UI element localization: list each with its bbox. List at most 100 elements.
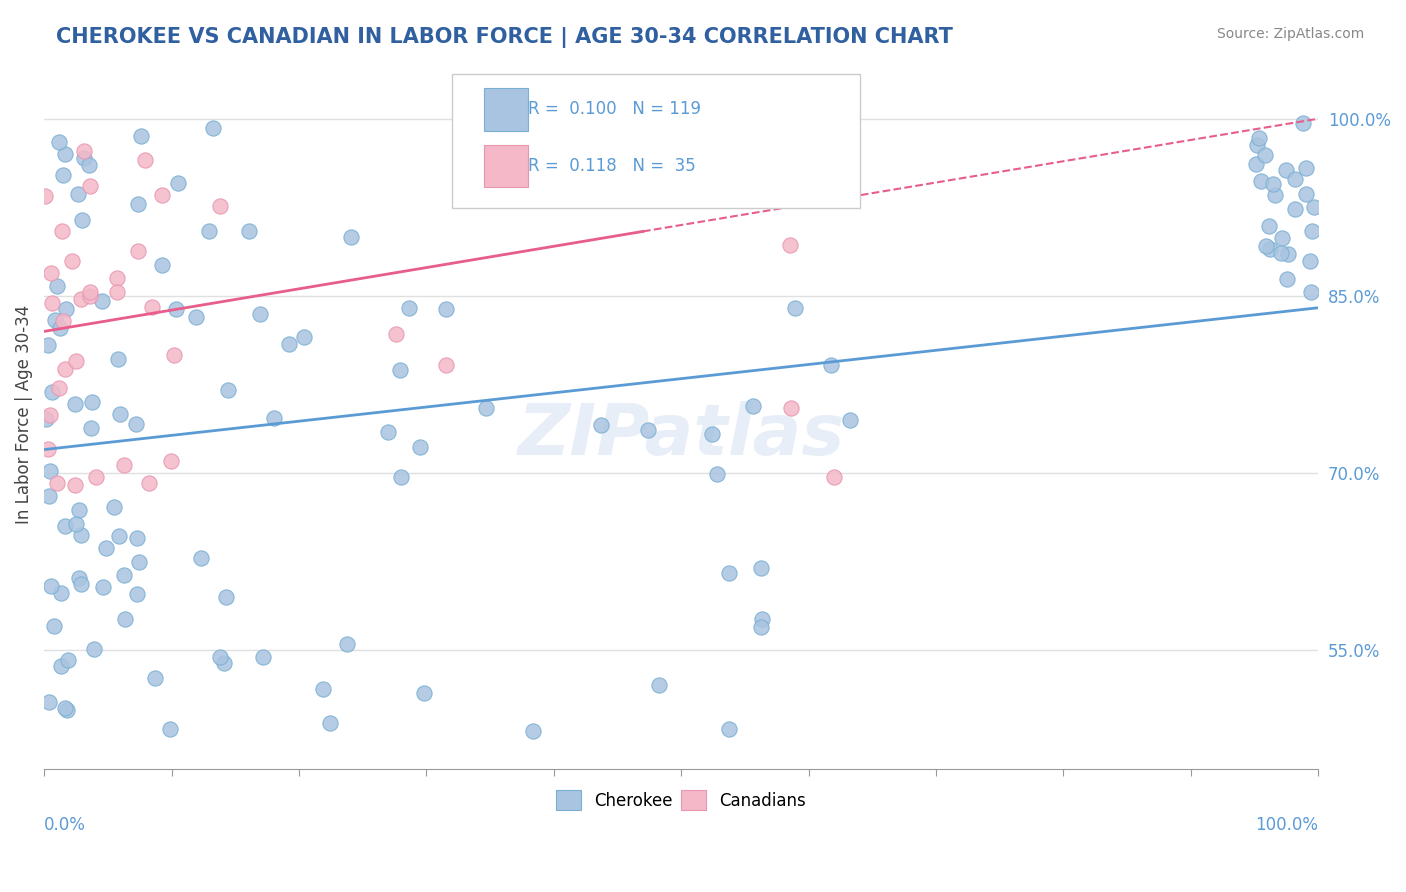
Canadians xyxy=(51,224,73,238)
Text: Source: ZipAtlas.com: Source: ZipAtlas.com xyxy=(1216,27,1364,41)
Cherokee xyxy=(389,469,412,483)
Cherokee xyxy=(52,168,75,182)
Cherokee xyxy=(1301,285,1323,299)
Cherokee xyxy=(263,411,285,425)
Cherokee xyxy=(700,426,723,441)
Canadians xyxy=(112,458,135,472)
Cherokee xyxy=(58,652,80,666)
Cherokee xyxy=(589,417,612,432)
Text: R =  0.118   N =  35: R = 0.118 N = 35 xyxy=(529,157,696,175)
Cherokee xyxy=(1258,219,1281,234)
Canadians xyxy=(46,476,69,491)
Cherokee xyxy=(1284,202,1306,216)
Cherokee xyxy=(1260,242,1282,256)
Cherokee xyxy=(475,401,498,415)
Cherokee xyxy=(90,294,112,309)
Cherokee xyxy=(319,716,342,731)
Cherokee xyxy=(128,555,150,569)
Cherokee xyxy=(198,224,221,238)
Cherokee xyxy=(70,577,93,591)
Canadians xyxy=(84,470,107,484)
Cherokee xyxy=(1301,224,1323,238)
Cherokee xyxy=(53,701,76,715)
Text: 100.0%: 100.0% xyxy=(1256,816,1319,834)
Cherokee xyxy=(749,620,772,634)
Cherokee xyxy=(648,678,671,692)
Cherokee xyxy=(249,307,271,321)
Cherokee xyxy=(398,301,420,316)
Cherokee xyxy=(742,399,765,413)
Cherokee xyxy=(103,500,125,515)
Cherokee xyxy=(1284,172,1306,186)
Cherokee xyxy=(186,310,208,324)
Cherokee xyxy=(38,694,60,708)
Text: R =  0.100   N = 119: R = 0.100 N = 119 xyxy=(529,100,702,119)
Cherokee xyxy=(107,351,129,366)
Cherokee xyxy=(56,704,79,718)
Cherokee xyxy=(217,383,239,397)
Cherokee xyxy=(165,301,187,316)
Cherokee xyxy=(201,120,224,135)
Cherokee xyxy=(238,223,260,237)
Canadians xyxy=(823,470,845,484)
Cherokee xyxy=(1277,247,1299,261)
Cherokee xyxy=(48,135,70,149)
Cherokee xyxy=(73,151,96,165)
Cherokee xyxy=(190,551,212,566)
Cherokee xyxy=(114,611,136,625)
Canadians xyxy=(779,238,801,252)
Cherokee xyxy=(150,258,173,272)
Cherokee xyxy=(46,278,69,293)
Cherokee xyxy=(39,579,62,593)
Cherokee xyxy=(127,531,149,545)
Canadians xyxy=(107,271,129,285)
Canadians xyxy=(138,475,160,490)
Cherokee xyxy=(80,394,103,409)
Cherokee xyxy=(1299,254,1322,268)
Cherokee xyxy=(1250,174,1272,188)
Canadians xyxy=(79,289,101,303)
Cherokee xyxy=(108,408,131,422)
Canadians xyxy=(163,348,186,362)
Cherokee xyxy=(53,146,76,161)
Cherokee xyxy=(434,302,457,317)
Canadians xyxy=(48,382,70,396)
Cherokee xyxy=(749,561,772,575)
Y-axis label: In Labor Force | Age 30-34: In Labor Force | Age 30-34 xyxy=(15,304,32,524)
Cherokee xyxy=(1295,186,1317,201)
Cherokee xyxy=(129,128,152,143)
Cherokee xyxy=(55,301,77,316)
Cherokee xyxy=(637,423,659,437)
Cherokee xyxy=(312,682,335,697)
Cherokee xyxy=(125,587,148,601)
FancyBboxPatch shape xyxy=(484,145,529,187)
Cherokee xyxy=(1302,200,1324,214)
Cherokee xyxy=(1249,131,1271,145)
Cherokee xyxy=(124,417,146,432)
Cherokee xyxy=(1295,161,1317,175)
Cherokee xyxy=(783,301,806,315)
Cherokee xyxy=(67,571,90,585)
Cherokee xyxy=(389,363,412,377)
Canadians xyxy=(385,326,408,341)
Canadians xyxy=(150,188,173,202)
Cherokee xyxy=(277,337,299,351)
Cherokee xyxy=(209,649,232,664)
Canadians xyxy=(779,401,801,416)
Cherokee xyxy=(79,420,101,434)
Cherokee xyxy=(717,566,740,580)
Canadians xyxy=(159,454,181,468)
Canadians xyxy=(55,362,77,376)
Canadians xyxy=(39,267,62,281)
Cherokee xyxy=(67,502,90,516)
Cherokee xyxy=(53,518,76,533)
Canadians xyxy=(134,153,156,168)
Cherokee xyxy=(1261,177,1284,191)
Cherokee xyxy=(70,213,93,227)
Cherokee xyxy=(37,337,59,351)
Canadians xyxy=(37,442,59,456)
Cherokee xyxy=(1292,116,1315,130)
Cherokee xyxy=(215,590,238,604)
Legend: Cherokee, Canadians: Cherokee, Canadians xyxy=(550,783,813,817)
Canadians xyxy=(65,353,87,368)
